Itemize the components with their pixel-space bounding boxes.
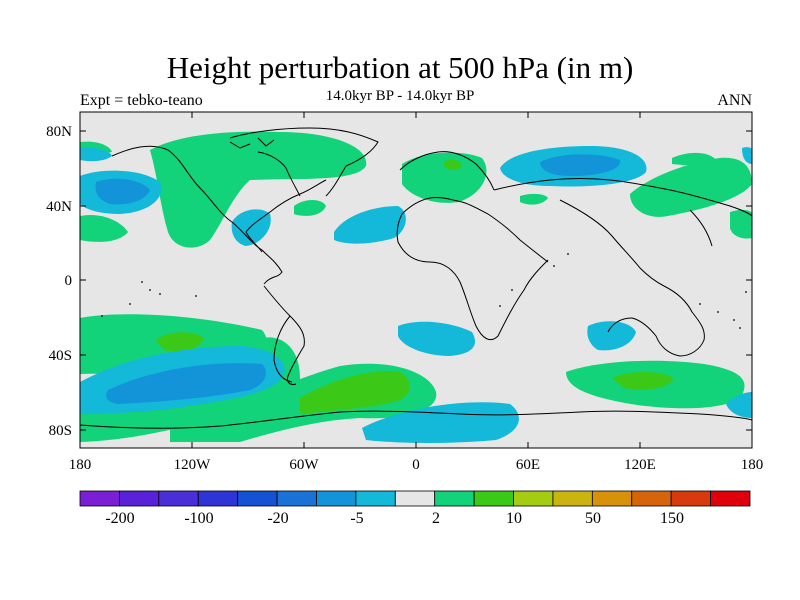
- lon-label: 60W: [289, 457, 319, 473]
- colorbar-swatch: [276, 490, 317, 507]
- colorbar-swatch: [710, 490, 751, 507]
- lat-label: 80S: [49, 423, 72, 439]
- experiment-label: Expt = tebko-teano: [80, 92, 203, 109]
- lon-label: 0: [412, 457, 420, 473]
- colorbar-swatch: [119, 490, 160, 507]
- season-label: ANN: [717, 92, 752, 109]
- lon-label: 180: [741, 457, 764, 473]
- lat-label: 40N: [46, 199, 72, 215]
- colorbar-label: -20: [267, 510, 288, 527]
- colorbar-swatch: [197, 490, 239, 507]
- colorbar-label: -100: [184, 510, 213, 527]
- lat-label: 80N: [46, 124, 72, 140]
- latitude-labels: 80N 40N 0 40S 80S: [46, 124, 72, 439]
- colorbar-swatch: [670, 490, 711, 507]
- longitude-labels: 180 120W 60W 0 60E 120E 180: [69, 457, 764, 473]
- period-label: 14.0kyr BP - 14.0kyr BP: [325, 88, 475, 104]
- lon-label: 120W: [174, 457, 212, 473]
- colorbar-swatch: [513, 490, 554, 507]
- longitude-ticks: [191, 112, 641, 448]
- colorbar-label: 10: [506, 510, 522, 527]
- lon-label: 180: [69, 457, 92, 473]
- colorbar-swatch: [631, 490, 672, 507]
- lon-label: 60E: [516, 457, 540, 473]
- colorbar-swatch: [316, 490, 357, 507]
- colorbar-swatch: [237, 490, 278, 507]
- colorbar-swatch: [394, 490, 436, 507]
- colorbar-swatch: [355, 490, 396, 507]
- colorbar-label: 150: [660, 510, 684, 527]
- lon-label: 120E: [624, 457, 656, 473]
- colorbar: [79, 490, 751, 507]
- colorbar-swatch: [79, 490, 120, 507]
- islands: [101, 253, 747, 329]
- lat-label: 0: [65, 273, 73, 289]
- latitude-ticks: [80, 130, 752, 431]
- colorbar-label: 50: [585, 510, 601, 527]
- colorbar-swatch: [434, 490, 475, 507]
- colorbar-swatch: [158, 490, 199, 507]
- map-field: [80, 112, 752, 448]
- colorbar-label: 2: [432, 510, 440, 527]
- colorbar-swatch: [552, 490, 593, 507]
- coastlines: [80, 127, 752, 429]
- colorbar-label: -5: [350, 510, 363, 527]
- colorbar-label: -200: [105, 510, 134, 527]
- strong-negative-anomaly-regions: [95, 154, 621, 404]
- lat-label: 40S: [49, 348, 72, 364]
- colorbar-swatch: [473, 490, 514, 507]
- plot-title: Height perturbation at 500 hPa (in m): [166, 50, 634, 85]
- strong-positive-anomaly-regions: [156, 159, 674, 414]
- colorbar-labels: -200 -100 -20 -5 2 10 50 150: [105, 510, 684, 527]
- colorbar-swatch: [591, 490, 633, 507]
